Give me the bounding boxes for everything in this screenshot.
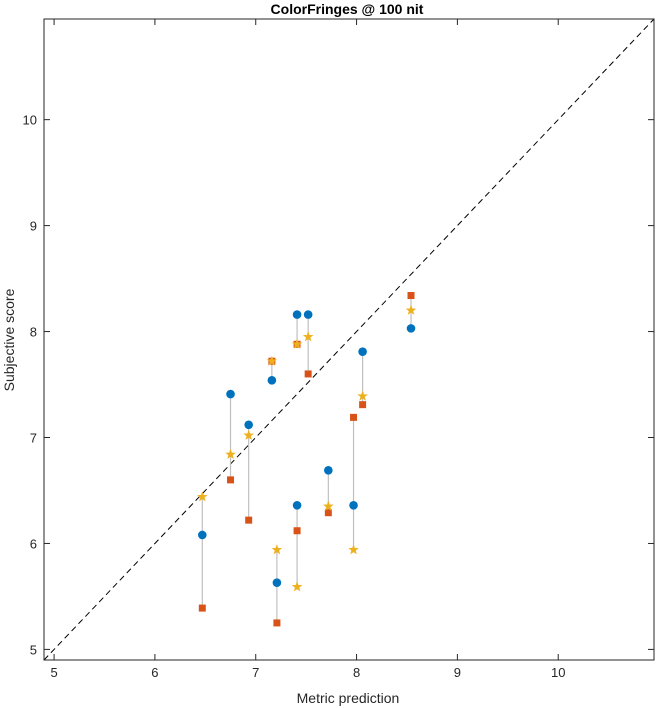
x-tick-label: 7	[252, 665, 259, 680]
x-tick-label: 10	[551, 665, 565, 680]
star-marker	[225, 448, 236, 459]
star-marker	[302, 331, 314, 342]
x-axis-label: Metric prediction	[297, 690, 400, 706]
x-tick-label: 9	[454, 665, 461, 680]
subjective-marker	[272, 578, 282, 587]
subjective-marker	[226, 389, 235, 399]
square-marker	[304, 370, 312, 378]
y-tick-label: 6	[30, 536, 37, 551]
star-marker	[357, 390, 368, 401]
subjective-marker	[358, 347, 367, 356]
square-marker	[407, 292, 415, 300]
subjective-marker	[267, 375, 277, 385]
star-marker	[271, 544, 283, 555]
star-marker	[291, 338, 303, 349]
subjective-marker	[292, 501, 302, 510]
y-axis-label: Subjective score	[1, 288, 17, 391]
subjective-marker	[292, 310, 302, 319]
y-tick-label: 7	[30, 431, 37, 446]
x-tick-label: 8	[353, 665, 360, 680]
y-tick-label: 8	[30, 325, 37, 340]
square-marker	[324, 509, 332, 517]
subjective-marker	[197, 530, 207, 540]
star-marker	[243, 429, 254, 440]
subjective-marker	[324, 466, 333, 475]
star-marker	[291, 581, 303, 592]
square-marker	[350, 413, 358, 421]
star-marker	[405, 304, 417, 315]
y-tick-label: 9	[30, 219, 37, 234]
x-tick-label: 5	[50, 665, 57, 680]
square-marker	[198, 604, 206, 612]
y-tick-label: 5	[30, 642, 37, 657]
subjective-marker	[303, 310, 313, 319]
square-marker	[293, 527, 301, 535]
star-marker	[323, 500, 334, 511]
square-marker	[245, 516, 253, 524]
square-marker	[359, 401, 367, 409]
y-tick-label: 10	[23, 113, 37, 128]
star-marker	[348, 544, 359, 555]
x-tick-label: 6	[151, 665, 158, 680]
subjective-marker	[406, 324, 416, 333]
square-marker	[227, 476, 235, 484]
square-marker	[273, 619, 281, 627]
chart-title: ColorFringes @ 100 nit	[271, 1, 424, 17]
star-marker	[266, 355, 278, 366]
subjective-marker	[349, 501, 358, 510]
plot-frame	[43, 18, 655, 661]
identity-line	[43, 18, 655, 661]
subjective-marker	[244, 420, 253, 430]
star-marker	[196, 491, 208, 502]
